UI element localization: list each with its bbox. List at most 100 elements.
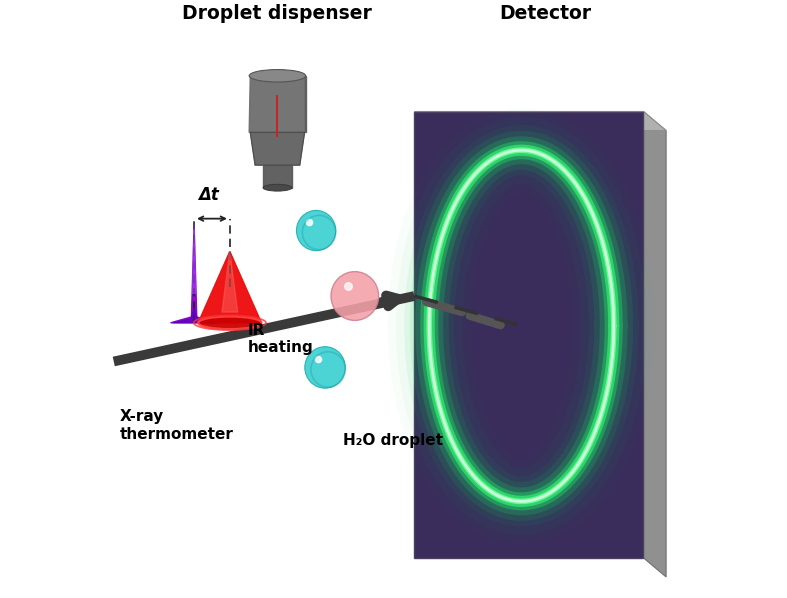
Point — [478, 361, 490, 371]
Point — [542, 262, 555, 271]
Point — [525, 398, 538, 408]
Point — [464, 299, 476, 309]
Point — [508, 271, 521, 281]
Point — [459, 261, 471, 271]
Point — [483, 389, 496, 399]
Point — [484, 166, 497, 175]
Point — [496, 148, 508, 158]
Point — [443, 257, 456, 267]
Point — [515, 368, 527, 378]
Point — [568, 154, 581, 164]
Point — [439, 320, 452, 329]
Point — [512, 401, 525, 410]
Point — [541, 268, 554, 277]
Point — [612, 473, 625, 483]
Point — [503, 356, 515, 365]
Point — [584, 389, 597, 399]
Point — [575, 420, 587, 430]
Point — [568, 532, 581, 542]
Point — [529, 485, 541, 495]
Point — [529, 335, 541, 344]
Point — [565, 478, 578, 488]
Point — [582, 372, 595, 382]
Point — [594, 446, 607, 455]
Point — [556, 196, 569, 205]
Point — [590, 468, 603, 478]
Point — [534, 365, 546, 375]
Point — [445, 210, 457, 220]
Point — [575, 419, 588, 429]
Point — [504, 215, 516, 225]
Point — [438, 217, 450, 227]
Point — [442, 545, 454, 555]
Point — [414, 392, 427, 402]
Point — [589, 210, 601, 219]
Point — [549, 409, 562, 419]
Point — [514, 486, 527, 495]
Point — [445, 158, 457, 167]
Point — [518, 538, 530, 547]
Point — [616, 301, 629, 311]
Point — [426, 242, 438, 252]
Point — [576, 129, 589, 138]
Point — [619, 273, 632, 282]
Point — [571, 480, 584, 490]
Point — [618, 222, 630, 232]
Point — [439, 467, 452, 477]
Point — [489, 139, 501, 149]
Point — [469, 177, 482, 187]
Point — [570, 150, 582, 160]
Point — [614, 263, 626, 273]
Point — [438, 533, 451, 542]
Point — [444, 185, 456, 194]
Point — [570, 188, 582, 197]
Point — [545, 249, 557, 259]
Point — [418, 379, 430, 389]
Point — [508, 458, 520, 468]
Point — [622, 382, 634, 392]
Point — [446, 148, 459, 158]
Point — [526, 385, 538, 395]
Point — [428, 369, 441, 379]
Point — [607, 515, 619, 524]
Point — [541, 534, 554, 544]
Point — [571, 254, 583, 263]
Point — [441, 507, 453, 516]
Point — [482, 354, 494, 364]
Point — [588, 168, 600, 178]
Point — [604, 541, 616, 550]
Point — [618, 162, 630, 172]
Point — [529, 166, 541, 176]
Point — [569, 365, 582, 374]
Point — [632, 424, 645, 434]
Point — [629, 469, 641, 479]
Point — [537, 341, 549, 351]
Point — [634, 388, 646, 398]
Point — [464, 364, 476, 374]
Point — [563, 444, 576, 454]
Point — [631, 466, 644, 475]
Point — [585, 507, 597, 516]
Point — [457, 202, 470, 211]
Point — [533, 219, 545, 228]
Point — [593, 344, 605, 354]
Point — [590, 162, 603, 172]
Point — [541, 411, 554, 421]
Point — [616, 535, 629, 545]
Point — [414, 540, 427, 550]
Point — [461, 402, 474, 412]
Point — [531, 281, 544, 291]
Point — [630, 364, 642, 374]
Point — [415, 501, 427, 510]
Point — [619, 181, 632, 190]
Point — [568, 426, 581, 436]
Point — [627, 399, 640, 408]
Point — [500, 370, 512, 380]
Point — [415, 447, 427, 456]
Point — [518, 462, 530, 472]
Point — [519, 395, 531, 404]
Point — [626, 410, 638, 420]
Point — [567, 438, 579, 448]
Point — [624, 475, 637, 484]
Point — [544, 115, 556, 125]
